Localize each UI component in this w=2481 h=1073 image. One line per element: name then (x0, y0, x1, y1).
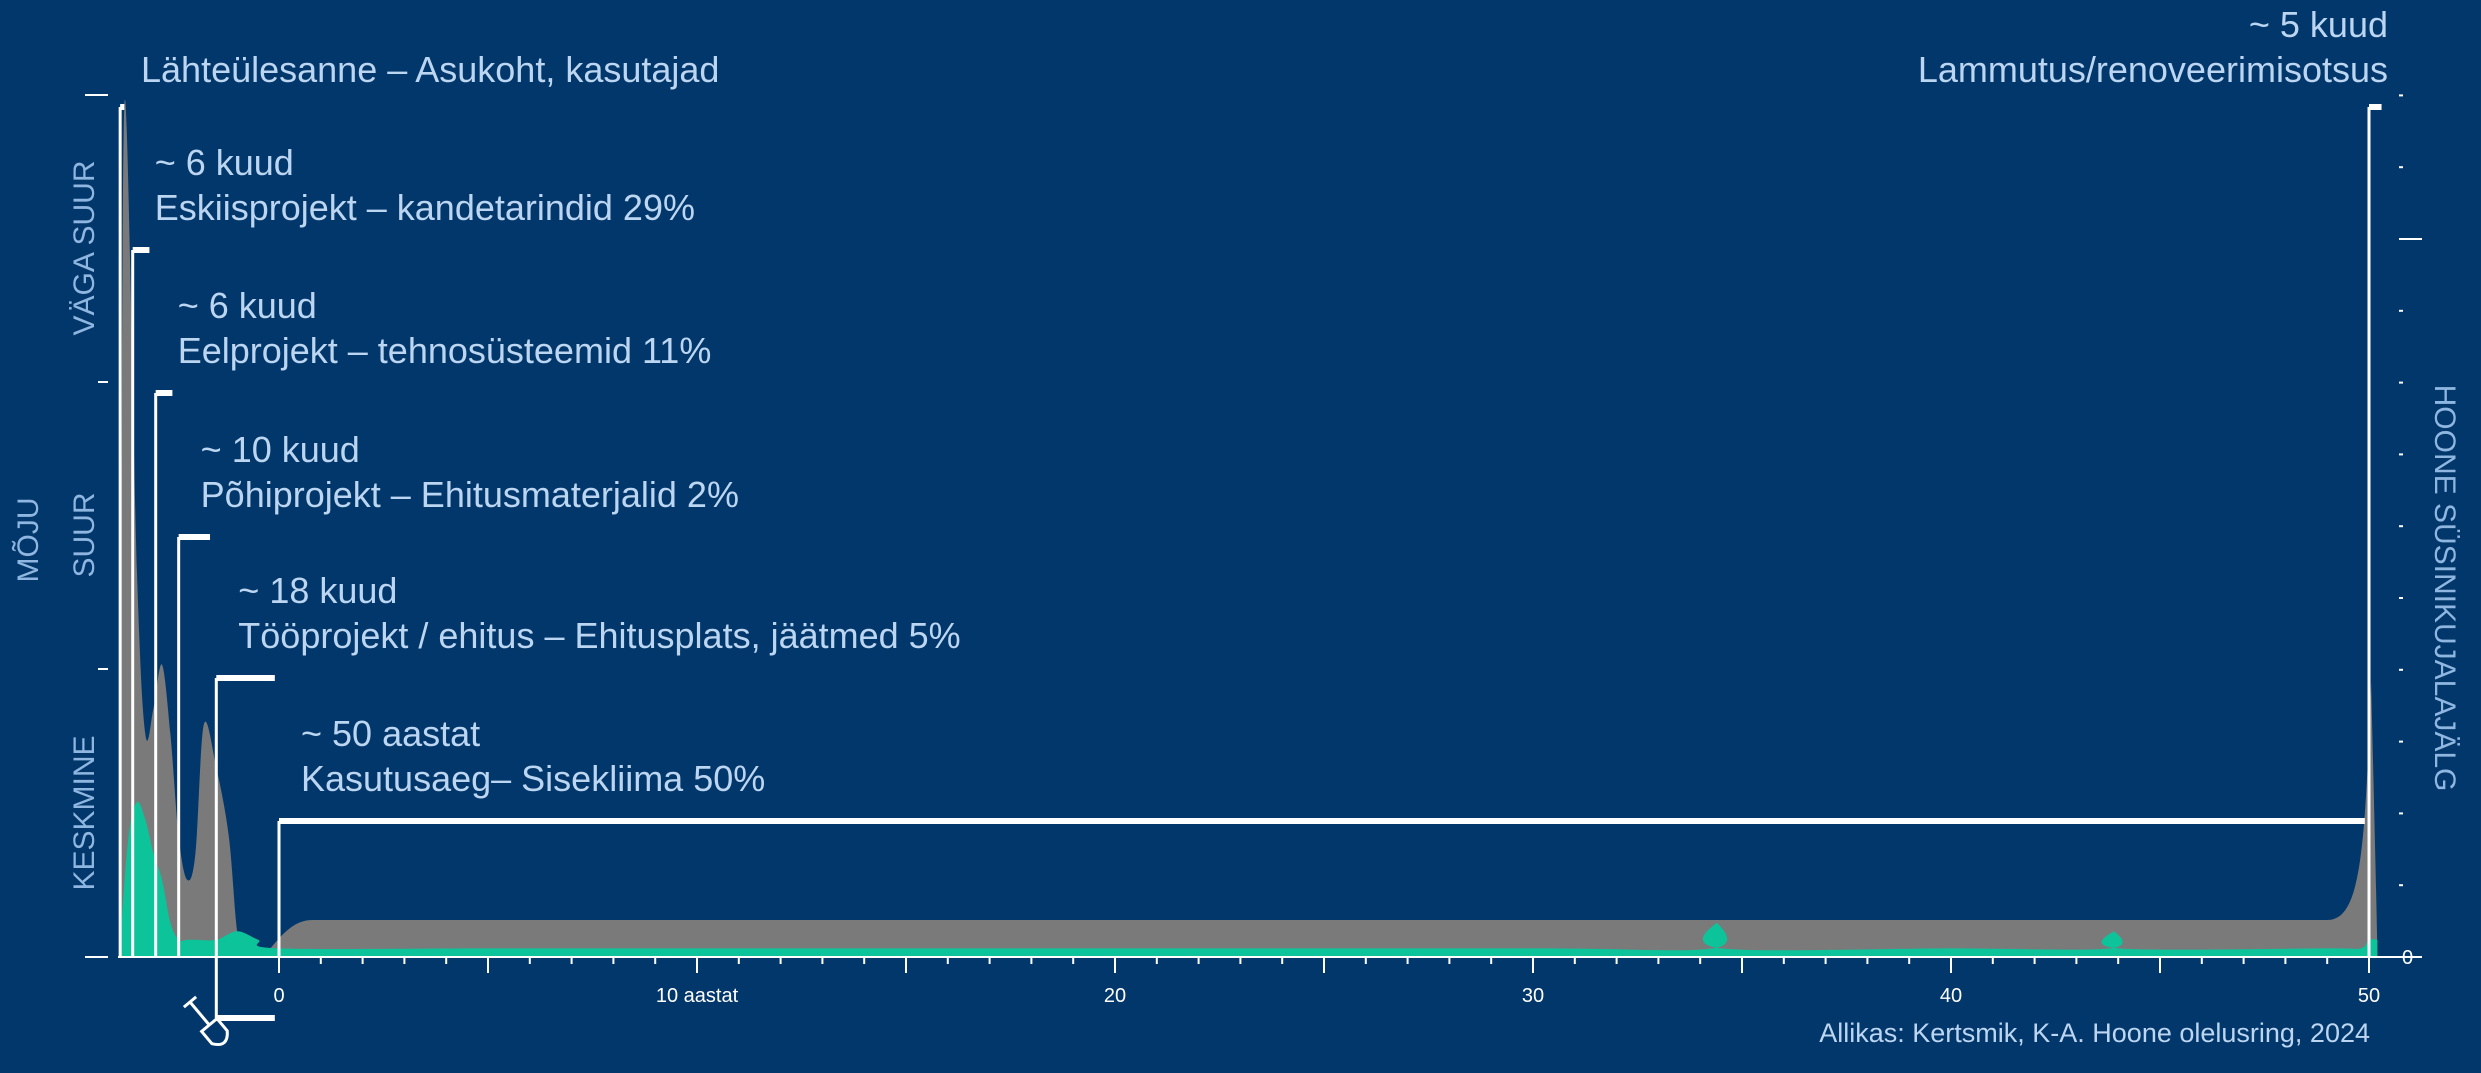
phase-duration-label: ~ 6 kuud (155, 142, 294, 183)
right-axis-zero-label: 0 (2402, 947, 2413, 969)
phase-name-label: Lähteülesanne – Asukoht, kasutajad (141, 49, 719, 90)
right-tick-layer (2399, 94, 2422, 958)
phase-name-label: Eskiisprojekt – kandetarindid 29% (155, 187, 695, 228)
x-tick-label: 40 (1940, 985, 1962, 1007)
phase-duration-label: ~ 18 kuud (238, 570, 397, 611)
impact-level-very-large: VÄGA SUUR (68, 160, 101, 335)
phase-layer: Lähteülesanne – Asukoht, kasutajad ~ 6 ku… (118, 4, 2388, 1021)
phase-name-label: Kasutusaeg– Sisekliima 50% (301, 758, 765, 799)
area-total-impact (120, 99, 2378, 958)
phase-duration-label: ~ 5 kuud (2249, 4, 2388, 45)
y-axis-label-left: MÕJU (11, 498, 45, 583)
shovel-icon (182, 995, 229, 1046)
minor-tick-layer (319, 957, 2329, 973)
x-tick-label: 20 (1104, 985, 1126, 1007)
phase-name-label: Põhiprojekt – Ehitusmaterjalid 2% (201, 474, 739, 515)
area-layer (120, 99, 2378, 958)
x-tick-label: 50 (2358, 985, 2380, 1007)
phase-duration-label: ~ 10 kuud (201, 429, 360, 470)
x-tick-label: 0 (273, 985, 284, 1007)
source-caption: Allikas: Kertsmik, K-A. Hoone olelusring… (1819, 1018, 2370, 1048)
y-axis-label-right: HOONE SÜSINIKUJALAJÄLG (2428, 385, 2461, 792)
impact-level-medium: KESKMINE (68, 735, 101, 890)
impact-level-large: SUUR (68, 492, 101, 577)
area-use-phase (258, 681, 2378, 957)
phase-name-label: Tööprojekt / ehitus – Ehitusplats, jäätm… (238, 615, 960, 656)
phase-name-label: Eelprojekt – tehnosüsteemid 11% (178, 330, 712, 371)
x-tick-label: 10 aastat (656, 985, 739, 1007)
axis-layer: 0 10 aastat 20 30 40 50 (85, 94, 2400, 1007)
x-tick-label: 30 (1522, 985, 1544, 1007)
phase-duration-label: ~ 6 kuud (178, 285, 317, 326)
phase-duration-label: ~ 50 aastat (301, 713, 480, 754)
phase-name-label: Lammutus/renoveerimisotsus (1918, 49, 2388, 90)
